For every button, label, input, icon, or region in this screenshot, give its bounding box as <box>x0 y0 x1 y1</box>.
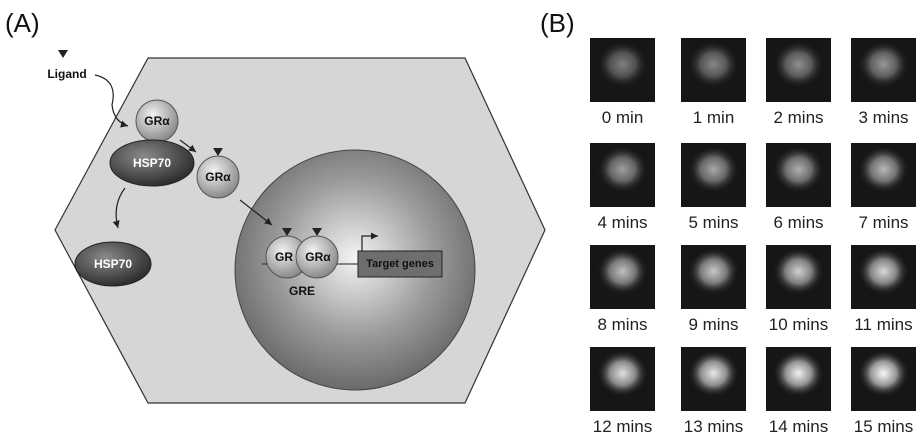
frame-caption: 11 mins <box>854 315 912 334</box>
cell-signal <box>688 352 740 400</box>
panel-label: (A) <box>5 8 40 38</box>
cell-signal <box>597 250 649 298</box>
panel-b: (B) 0 min 1 min 2 mins 3 mins 4 mins 5 mins 6 … <box>540 8 916 436</box>
frame-caption: 9 mins <box>688 315 738 334</box>
frame-caption: 13 mins <box>684 417 744 436</box>
frame-caption: 6 mins <box>773 213 823 232</box>
frame-caption: 10 mins <box>769 315 829 334</box>
frame-caption: 15 mins <box>854 417 914 436</box>
target-genes: Target genes <box>366 258 434 270</box>
frame-caption: 1 min <box>693 108 735 127</box>
frame-caption: 7 mins <box>858 213 908 232</box>
panel-a: (A) Ligand GRα HSP70 GRα HSP70 GR GRα Ta… <box>5 8 545 403</box>
cell-signal <box>858 250 910 298</box>
frame-caption: 5 mins <box>688 213 738 232</box>
frame-caption: 12 mins <box>593 417 653 436</box>
cell-signal <box>688 43 740 91</box>
cell-signal <box>773 43 825 91</box>
cell-signal <box>688 148 740 196</box>
panel-label: (B) <box>540 8 575 38</box>
figure: (A) Ligand GRα HSP70 GRα HSP70 GR GRα Ta… <box>0 0 922 439</box>
frame-caption: 3 mins <box>858 108 908 127</box>
gr-free: GRα <box>205 170 231 184</box>
cell-signal <box>597 43 649 91</box>
gr-bound: GRα <box>144 114 170 128</box>
ligand-icon <box>58 50 68 58</box>
cell-signal <box>597 352 649 400</box>
cell-signal <box>688 250 740 298</box>
frame-caption: 0 min <box>602 108 644 127</box>
dimer-right: GRα <box>305 250 331 264</box>
cell-signal <box>773 352 825 400</box>
cell-signal <box>858 43 910 91</box>
frame-caption: 8 mins <box>597 315 647 334</box>
frame-caption: 2 mins <box>773 108 823 127</box>
frame-caption: 4 mins <box>597 213 647 232</box>
cell-signal <box>858 352 910 400</box>
cell-signal <box>773 250 825 298</box>
gre-label: GRE <box>289 284 315 298</box>
cell-signal <box>773 148 825 196</box>
dimer-left: GR <box>275 250 293 264</box>
ligand-label: Ligand <box>47 67 86 81</box>
hsp70-bound: HSP70 <box>133 156 171 170</box>
hsp70-free: HSP70 <box>94 257 132 271</box>
cell-signal <box>597 148 649 196</box>
cell-signal <box>858 148 910 196</box>
frame-caption: 14 mins <box>769 417 829 436</box>
